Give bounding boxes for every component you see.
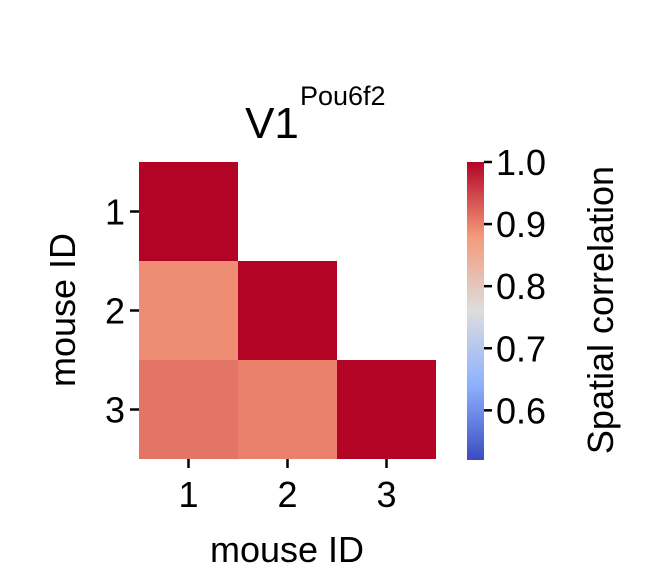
x-axis-label: mouse ID <box>210 529 364 565</box>
heatmap-cells <box>139 162 436 459</box>
heatmap-cell-r2-c2 <box>238 261 337 360</box>
x-axis: 1 2 3 <box>178 459 397 515</box>
heatmap-cell-r3-c1 <box>139 360 238 459</box>
colorbar-tick-label: 0.8 <box>496 266 546 307</box>
x-tick-label: 1 <box>178 474 198 515</box>
colorbar-tick-label: 1.0 <box>496 142 546 183</box>
x-tick-label: 2 <box>277 474 297 515</box>
colorbar-tick-label: 0.6 <box>496 390 546 431</box>
colorbar <box>467 162 484 460</box>
y-tick-label: 3 <box>105 390 125 431</box>
colorbar-tick-label: 0.7 <box>496 328 546 369</box>
heatmap-cell-r3-c3 <box>337 360 436 459</box>
y-axis: 1 2 3 <box>105 192 139 431</box>
colorbar-label: Spatial correlation <box>580 166 621 454</box>
heatmap-cell-r2-c1 <box>139 261 238 360</box>
colorbar-tick-label: 0.9 <box>496 204 546 245</box>
y-axis-label: mouse ID <box>42 233 83 387</box>
y-tick-label: 2 <box>105 291 125 332</box>
chart-title-superscript: Pou6f2 <box>300 81 386 111</box>
y-tick-label: 1 <box>105 192 125 233</box>
heatmap-cell-r3-c2 <box>238 360 337 459</box>
colorbar-ticks: 0.6 0.7 0.8 0.9 1.0 <box>484 142 546 431</box>
x-tick-label: 3 <box>376 474 396 515</box>
heatmap-cell-r1-c1 <box>139 162 238 261</box>
chart-title: V1 <box>245 99 299 148</box>
